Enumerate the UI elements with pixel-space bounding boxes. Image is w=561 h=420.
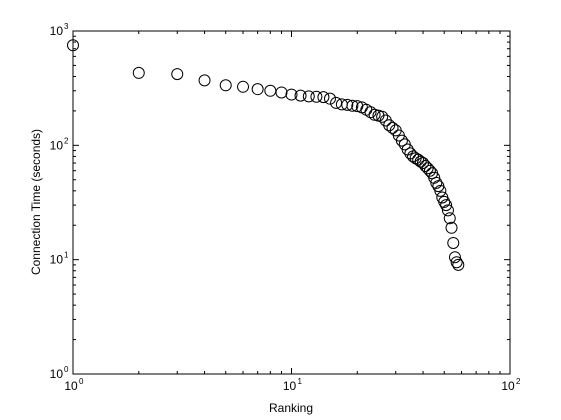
data-point: [132, 66, 145, 79]
data-point: [302, 90, 315, 103]
data-point: [441, 204, 454, 217]
y-tick-label: 10 2: [50, 136, 69, 152]
x-tick-label-exponent: 2: [516, 377, 521, 386]
data-point: [275, 86, 288, 99]
data-point: [438, 195, 451, 208]
y-tick-label: 10 0: [50, 365, 69, 381]
data-point: [376, 110, 389, 123]
y-tick-label: 10 1: [50, 251, 69, 267]
data-point: [445, 221, 458, 234]
data-point: [452, 258, 465, 271]
x-axis-label: Ranking: [269, 401, 313, 415]
data-point: [351, 100, 364, 113]
data-point: [341, 98, 354, 111]
data-point: [171, 68, 184, 81]
x-tick-label: 10 1: [283, 377, 303, 393]
data-point: [443, 212, 456, 225]
data-point: [368, 108, 381, 121]
data-points: [67, 39, 465, 271]
data-point: [419, 159, 432, 172]
data-point: [323, 92, 336, 105]
data-point: [428, 171, 441, 184]
data-point: [198, 74, 211, 87]
data-point: [346, 99, 359, 112]
y-tick-label-exponent: 1: [64, 251, 69, 260]
data-point: [450, 256, 463, 269]
x-tick-label: 10 2: [501, 377, 521, 393]
x-tick-label-exponent: 0: [79, 377, 84, 386]
data-point: [386, 121, 399, 134]
y-tick-label-base: 10: [50, 138, 64, 152]
y-tick-label-base: 10: [50, 367, 64, 381]
data-point: [414, 155, 427, 168]
data-point: [430, 176, 443, 189]
data-point: [447, 236, 460, 249]
x-tick-label-base: 10: [283, 379, 297, 393]
data-point: [310, 90, 323, 103]
data-point: [448, 251, 461, 264]
x-tick-label-exponent: 1: [298, 377, 303, 386]
y-tick-label-exponent: 3: [64, 22, 69, 31]
data-point: [423, 164, 436, 177]
y-tick-label-exponent: 0: [64, 365, 69, 374]
data-point: [294, 89, 307, 102]
x-tick-label: 10 0: [64, 377, 84, 393]
data-point: [285, 88, 298, 101]
x-tick-label-base: 10: [64, 379, 78, 393]
y-tick-label-base: 10: [50, 24, 64, 38]
x-tick-label-base: 10: [501, 379, 515, 393]
y-tick-label-exponent: 2: [64, 136, 69, 145]
plot-frame: [72, 30, 511, 375]
data-point: [364, 106, 377, 119]
y-tick-label: 10 3: [50, 22, 69, 38]
data-point: [317, 91, 330, 104]
data-point: [237, 80, 250, 93]
data-point: [395, 134, 408, 147]
data-point: [440, 199, 453, 212]
data-point: [434, 184, 447, 197]
data-point: [219, 79, 232, 92]
tick-labels: 10 0 10 1 10 210 010 110 210 3: [50, 22, 521, 393]
y-axis-label: Connection Time (seconds): [29, 129, 43, 275]
y-tick-label-base: 10: [50, 253, 64, 267]
data-point: [251, 83, 264, 96]
